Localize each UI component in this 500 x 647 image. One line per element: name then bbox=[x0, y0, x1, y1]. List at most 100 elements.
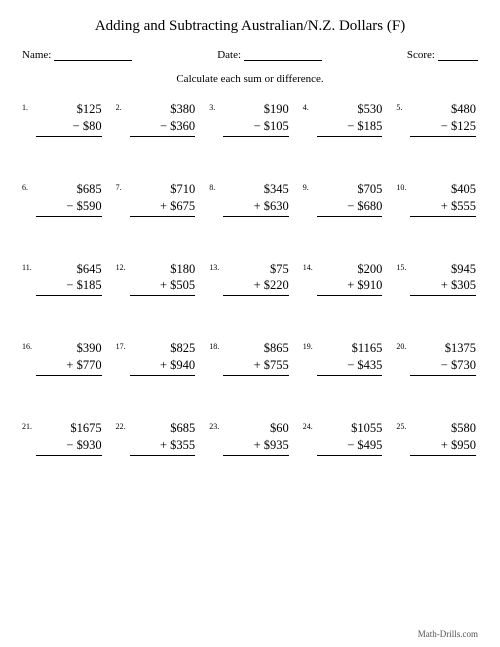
problem-number: 14. bbox=[303, 261, 317, 272]
problem: 20.$1375− $730 bbox=[396, 340, 478, 376]
operand-bottom: − $590 bbox=[36, 198, 102, 217]
name-field: Name: bbox=[22, 49, 132, 61]
operand-bottom: − $185 bbox=[36, 277, 102, 296]
operand-top: $200 bbox=[317, 261, 383, 278]
operand-bottom: + $950 bbox=[410, 437, 476, 456]
operand-top: $405 bbox=[410, 181, 476, 198]
problem-stack: $380− $360 bbox=[130, 101, 198, 137]
operand-bottom: + $675 bbox=[130, 198, 196, 217]
problem: 24.$1055− $495 bbox=[303, 420, 385, 456]
problem-stack: $200+ $910 bbox=[317, 261, 385, 297]
operand-top: $1055 bbox=[317, 420, 383, 437]
problem: 19.$1165− $435 bbox=[303, 340, 385, 376]
problem-stack: $1675− $930 bbox=[36, 420, 104, 456]
operand-top: $865 bbox=[223, 340, 289, 357]
score-label: Score: bbox=[407, 49, 435, 61]
name-blank[interactable] bbox=[54, 51, 132, 61]
header-row: Name: Date: Score: bbox=[22, 49, 478, 61]
problem-number: 15. bbox=[396, 261, 410, 272]
problem-grid: 1.$125− $802.$380− $3603.$190− $1054.$53… bbox=[22, 101, 478, 456]
problem: 5.$480− $125 bbox=[396, 101, 478, 137]
operand-bottom: − $435 bbox=[317, 357, 383, 376]
operand-top: $705 bbox=[317, 181, 383, 198]
operand-top: $60 bbox=[223, 420, 289, 437]
operand-bottom: − $930 bbox=[36, 437, 102, 456]
problem-stack: $345+ $630 bbox=[223, 181, 291, 217]
problem: 2.$380− $360 bbox=[116, 101, 198, 137]
problem-number: 21. bbox=[22, 420, 36, 431]
operand-top: $530 bbox=[317, 101, 383, 118]
problem-stack: $945+ $305 bbox=[410, 261, 478, 297]
operand-bottom: + $505 bbox=[130, 277, 196, 296]
problem: 15.$945+ $305 bbox=[396, 261, 478, 297]
problem-stack: $60+ $935 bbox=[223, 420, 291, 456]
problem: 3.$190− $105 bbox=[209, 101, 291, 137]
problem: 4.$530− $185 bbox=[303, 101, 385, 137]
problem-number: 5. bbox=[396, 101, 410, 112]
operand-bottom: + $220 bbox=[223, 277, 289, 296]
operand-bottom: + $555 bbox=[410, 198, 476, 217]
problem-number: 24. bbox=[303, 420, 317, 431]
problem-number: 19. bbox=[303, 340, 317, 351]
operand-top: $710 bbox=[130, 181, 196, 198]
problem-number: 10. bbox=[396, 181, 410, 192]
instruction-text: Calculate each sum or difference. bbox=[22, 73, 478, 85]
problem: 18.$865+ $755 bbox=[209, 340, 291, 376]
problem: 22.$685+ $355 bbox=[116, 420, 198, 456]
problem: 17.$825+ $940 bbox=[116, 340, 198, 376]
name-label: Name: bbox=[22, 49, 51, 61]
operand-bottom: + $770 bbox=[36, 357, 102, 376]
problem: 11.$645− $185 bbox=[22, 261, 104, 297]
problem-number: 3. bbox=[209, 101, 223, 112]
score-field: Score: bbox=[407, 49, 478, 61]
problem-number: 20. bbox=[396, 340, 410, 351]
problem: 14.$200+ $910 bbox=[303, 261, 385, 297]
operand-top: $825 bbox=[130, 340, 196, 357]
problem-number: 22. bbox=[116, 420, 130, 431]
problem-number: 9. bbox=[303, 181, 317, 192]
operand-top: $75 bbox=[223, 261, 289, 278]
problem-stack: $865+ $755 bbox=[223, 340, 291, 376]
operand-top: $390 bbox=[36, 340, 102, 357]
problem-number: 1. bbox=[22, 101, 36, 112]
operand-top: $1165 bbox=[317, 340, 383, 357]
operand-bottom: + $940 bbox=[130, 357, 196, 376]
problem-stack: $1375− $730 bbox=[410, 340, 478, 376]
operand-top: $180 bbox=[130, 261, 196, 278]
operand-bottom: − $80 bbox=[36, 118, 102, 137]
problem-number: 23. bbox=[209, 420, 223, 431]
operand-bottom: + $355 bbox=[130, 437, 196, 456]
problem-stack: $1055− $495 bbox=[317, 420, 385, 456]
problem-number: 4. bbox=[303, 101, 317, 112]
problem-stack: $685− $590 bbox=[36, 181, 104, 217]
problem-number: 13. bbox=[209, 261, 223, 272]
operand-bottom: − $125 bbox=[410, 118, 476, 137]
operand-top: $480 bbox=[410, 101, 476, 118]
score-blank[interactable] bbox=[438, 51, 478, 61]
problem-number: 7. bbox=[116, 181, 130, 192]
operand-top: $1375 bbox=[410, 340, 476, 357]
problem: 21.$1675− $930 bbox=[22, 420, 104, 456]
operand-top: $685 bbox=[36, 181, 102, 198]
problem-number: 2. bbox=[116, 101, 130, 112]
problem-number: 16. bbox=[22, 340, 36, 351]
operand-top: $190 bbox=[223, 101, 289, 118]
operand-bottom: + $910 bbox=[317, 277, 383, 296]
problem-stack: $75+ $220 bbox=[223, 261, 291, 297]
operand-bottom: − $360 bbox=[130, 118, 196, 137]
operand-top: $945 bbox=[410, 261, 476, 278]
problem-stack: $405+ $555 bbox=[410, 181, 478, 217]
operand-top: $580 bbox=[410, 420, 476, 437]
date-blank[interactable] bbox=[244, 51, 322, 61]
problem-stack: $390+ $770 bbox=[36, 340, 104, 376]
footer-text: Math-Drills.com bbox=[418, 629, 478, 639]
problem-stack: $480− $125 bbox=[410, 101, 478, 137]
problem-number: 12. bbox=[116, 261, 130, 272]
problem-stack: $530− $185 bbox=[317, 101, 385, 137]
problem-stack: $1165− $435 bbox=[317, 340, 385, 376]
date-label: Date: bbox=[217, 49, 241, 61]
problem-stack: $825+ $940 bbox=[130, 340, 198, 376]
problem: 9.$705− $680 bbox=[303, 181, 385, 217]
problem-number: 11. bbox=[22, 261, 36, 272]
problem: 10.$405+ $555 bbox=[396, 181, 478, 217]
